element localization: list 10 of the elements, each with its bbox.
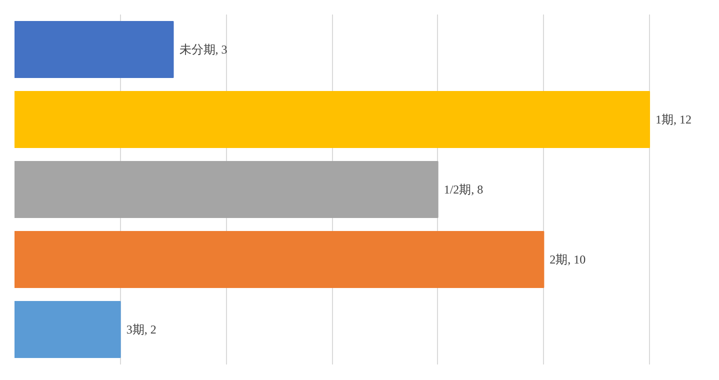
data-label: 1/2期, 8: [444, 182, 484, 196]
data-label: 1期, 12: [656, 112, 692, 126]
bar: [14, 161, 438, 218]
bar: [14, 301, 121, 358]
data-label: 2期, 10: [550, 252, 586, 266]
data-label: 未分期, 3: [179, 42, 228, 56]
data-label: 3期, 2: [126, 322, 156, 336]
bar: [14, 21, 174, 78]
bar: [14, 231, 544, 288]
bar: [14, 91, 650, 148]
